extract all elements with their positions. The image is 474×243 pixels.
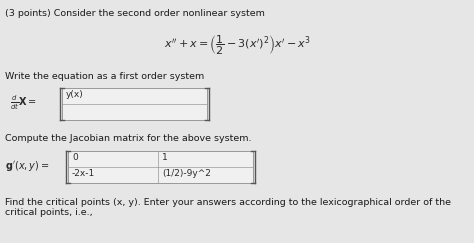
Bar (62, 88, 207, 120)
Text: y(x): y(x) (66, 90, 84, 99)
Text: -2x-1: -2x-1 (72, 169, 95, 178)
Text: $\frac{d}{dt}\mathbf{X} =$: $\frac{d}{dt}\mathbf{X} =$ (10, 94, 37, 112)
Text: 1: 1 (162, 153, 168, 162)
Text: 0: 0 (72, 153, 78, 162)
Text: (1/2)-9y^2: (1/2)-9y^2 (162, 169, 211, 178)
Text: Write the equation as a first order system: Write the equation as a first order syst… (5, 72, 204, 81)
Text: Compute the Jacobian matrix for the above system.: Compute the Jacobian matrix for the abov… (5, 134, 252, 143)
Text: $\mathbf{g}'(x, y) =$: $\mathbf{g}'(x, y) =$ (5, 159, 49, 173)
Text: (3 points) Consider the second order nonlinear system: (3 points) Consider the second order non… (5, 9, 265, 18)
Text: $x'' + x = \left(\dfrac{1}{2} - 3(x')^2\right)x' - x^3$: $x'' + x = \left(\dfrac{1}{2} - 3(x')^2\… (164, 34, 310, 58)
Bar (68, 151, 253, 183)
Text: Find the critical points (x, y). Enter your answers according to the lexicograph: Find the critical points (x, y). Enter y… (5, 198, 451, 217)
